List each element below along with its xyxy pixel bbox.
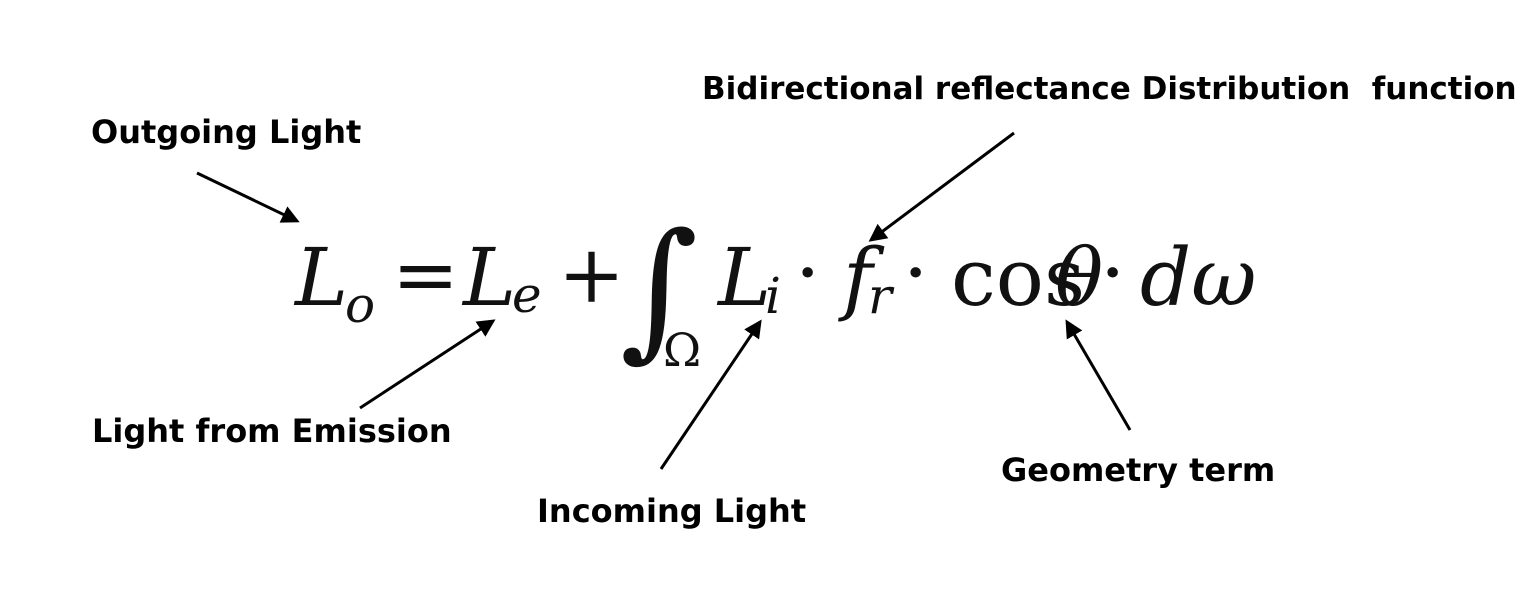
eq-le-sub: e — [512, 266, 542, 324]
label-light-from-emission: Light from Emission — [92, 412, 452, 450]
arrow-light-from-emission — [359, 319, 496, 410]
eq-domain-omega: Ω — [663, 323, 701, 377]
eq-d-omega: dω — [1140, 231, 1256, 324]
eq-dot-2: · — [903, 226, 928, 319]
eq-lo-base: L — [293, 231, 348, 324]
arrow-incoming-light — [659, 319, 762, 470]
eq-dot-1: · — [795, 226, 820, 319]
arrow-outgoing-light — [196, 171, 300, 223]
eq-fr-sub: r — [868, 267, 895, 325]
eq-integral: ∫ — [620, 202, 698, 376]
arrow-geometry-term — [1065, 319, 1132, 431]
eq-le-base: L — [461, 231, 516, 324]
label-incoming-light: Incoming Light — [537, 492, 807, 530]
eq-plus: + — [558, 228, 625, 321]
eq-cos: cos — [951, 231, 1085, 324]
eq-dot-3: · — [1100, 226, 1125, 319]
label-brdf: Bidirectional reflectance Distribution f… — [702, 71, 1517, 107]
arrow-brdf — [868, 131, 1015, 242]
eq-lo-sub: o — [345, 276, 375, 334]
eq-equals: = — [392, 228, 459, 321]
label-geometry-term: Geometry term — [1001, 451, 1276, 489]
eq-theta: θ — [1055, 231, 1103, 324]
eq-li-base: L — [716, 231, 771, 324]
label-outgoing-light: Outgoing Light — [91, 113, 362, 151]
eq-li-sub: i — [765, 267, 781, 325]
